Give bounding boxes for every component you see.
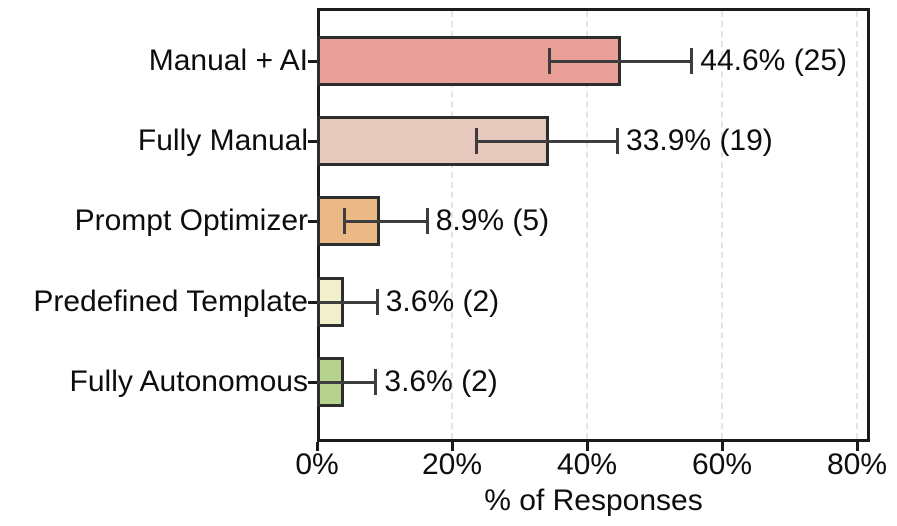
error-bar-predefined-template	[317, 300, 378, 304]
gridline-60	[721, 11, 723, 439]
y-tick-manual-ai	[308, 59, 317, 63]
bar-layer	[317, 11, 867, 439]
grid-layer	[320, 11, 867, 439]
data-label-predefined-template: 3.6% (2)	[385, 285, 500, 318]
x-axis-label: % of Responses	[484, 484, 703, 517]
y-tick-fully-manual	[308, 139, 317, 143]
data-label-manual-ai: 44.6% (25)	[700, 44, 848, 77]
x-tick-label-20: 20%	[421, 448, 483, 481]
error-bar-prompt-optimizer	[343, 219, 428, 223]
error-cap-low-prompt-optimizer	[343, 208, 347, 234]
category-label-fully-manual: Fully Manual	[137, 124, 308, 157]
plot-area	[317, 8, 870, 442]
y-tick-predefined-template	[308, 300, 317, 304]
category-label-prompt-optimizer: Prompt Optimizer	[74, 204, 308, 237]
category-label-fully-autonomous: Fully Autonomous	[69, 365, 308, 398]
x-tick-label-0: 0%	[295, 448, 339, 481]
y-tick-fully-autonomous	[308, 380, 317, 384]
y-tick-prompt-optimizer	[308, 219, 317, 223]
data-label-prompt-optimizer: 8.9% (5)	[435, 204, 550, 237]
error-cap-high-prompt-optimizer	[425, 208, 429, 234]
gridline-80	[856, 11, 858, 439]
x-tick-80	[855, 442, 859, 451]
error-cap-low-manual-ai	[547, 48, 551, 74]
error-cap-high-manual-ai	[690, 48, 694, 74]
error-cap-high-predefined-template	[375, 289, 379, 315]
category-label-manual-ai: Manual + AI	[148, 44, 308, 77]
x-tick-label-40: 40%	[556, 448, 618, 481]
gridline-20	[451, 11, 453, 439]
gridline-40	[586, 11, 588, 439]
error-bar-manual-ai	[547, 59, 693, 63]
data-label-fully-autonomous: 3.6% (2)	[384, 365, 498, 398]
data-label-fully-manual: 33.9% (19)	[626, 124, 773, 157]
error-cap-low-fully-manual	[474, 128, 478, 154]
x-tick-20	[450, 442, 454, 451]
error-bar-fully-autonomous	[317, 380, 377, 384]
x-tick-0	[315, 442, 319, 451]
x-tick-label-60: 60%	[691, 448, 753, 481]
error-bar-fully-manual	[474, 139, 619, 143]
error-cap-high-fully-autonomous	[374, 369, 378, 395]
category-label-predefined-template: Predefined Template	[33, 285, 308, 318]
error-cap-high-fully-manual	[616, 128, 620, 154]
x-tick-label-80: 80%	[826, 448, 888, 481]
x-tick-60	[720, 442, 724, 451]
x-tick-40	[585, 442, 589, 451]
